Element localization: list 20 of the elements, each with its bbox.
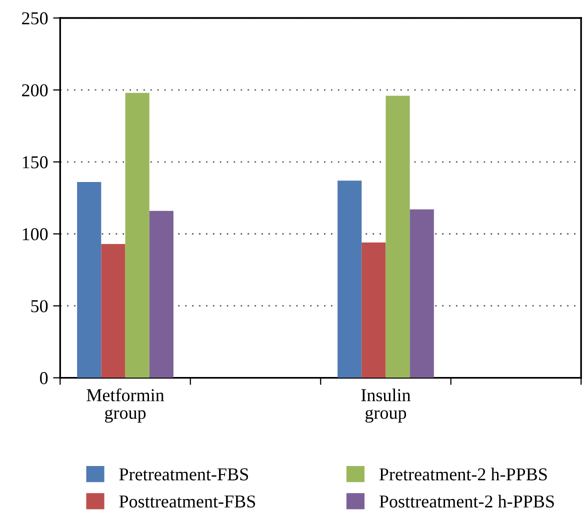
legend-label: Pretreatment-2 h-PPBS xyxy=(379,468,547,480)
y-tick-label: 50 xyxy=(31,300,48,312)
bar xyxy=(410,209,434,378)
bar xyxy=(362,242,386,378)
y-tick-label: 0 xyxy=(40,372,48,384)
bar xyxy=(338,180,362,378)
y-tick-label: 100 xyxy=(22,228,48,240)
x-tick-label: Metformin group xyxy=(86,388,164,423)
legend-label: Pretreatment-FBS xyxy=(119,468,248,480)
y-tick-label: 150 xyxy=(22,156,48,168)
bar xyxy=(386,96,410,378)
legend-label: Posttreatment-FBS xyxy=(119,495,256,508)
bar xyxy=(101,244,126,378)
bar xyxy=(149,210,174,378)
x-tick-label: Insulin group xyxy=(361,388,411,423)
y-tick-label: 200 xyxy=(22,84,48,96)
bar xyxy=(77,182,102,378)
y-tick-label: 250 xyxy=(22,12,48,24)
legend-label: Posttreatment-2 h-PPBS xyxy=(379,494,554,508)
bar xyxy=(125,92,150,378)
